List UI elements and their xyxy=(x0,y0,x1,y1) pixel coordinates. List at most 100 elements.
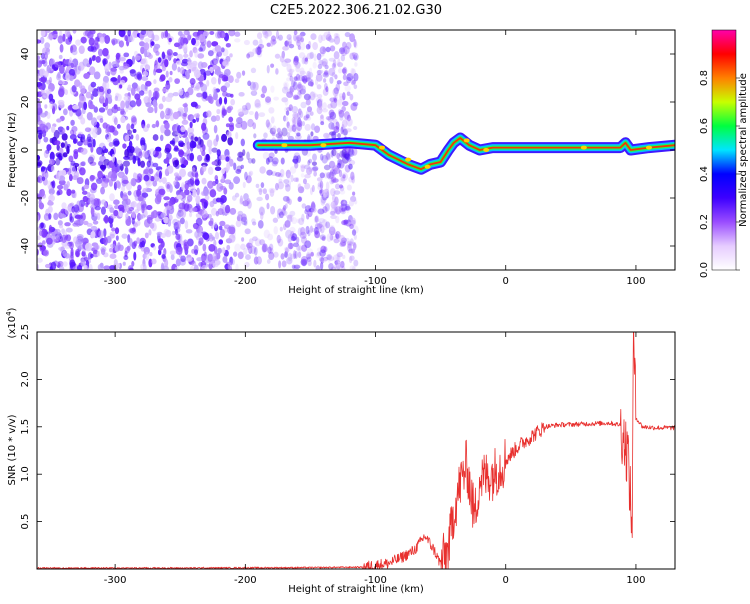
spectrogram-cell xyxy=(178,150,185,156)
spectrogram-cell xyxy=(322,189,328,198)
spectrogram-cell xyxy=(245,254,251,261)
spectrogram-cell xyxy=(339,115,344,121)
spectrogram-cell xyxy=(229,226,236,235)
spectrogram-cell xyxy=(266,169,273,176)
spectrogram-cell xyxy=(111,153,116,163)
spectrogram-cell xyxy=(297,84,302,89)
spectrogram-cell xyxy=(80,161,86,167)
spectrogram-cell xyxy=(327,256,335,262)
spectrogram-cell xyxy=(160,233,167,239)
spectrogram-cell xyxy=(287,135,294,141)
spectrogram-cell xyxy=(348,199,355,207)
spectrogram-cell xyxy=(37,103,42,109)
spectrogram-cell xyxy=(247,200,252,209)
spectrogram-cell xyxy=(235,132,239,140)
spectrogram-cell xyxy=(96,178,103,184)
spectrogram-cell xyxy=(69,259,76,268)
spectrogram-cell xyxy=(295,61,301,69)
spectrogram-cell xyxy=(292,94,299,101)
spectrogram-cell xyxy=(189,143,194,152)
spectrogram-cell xyxy=(284,247,289,254)
spectrogram-cell xyxy=(108,179,113,187)
spectrogram-cell xyxy=(308,67,313,74)
spectrogram-cell xyxy=(91,55,96,62)
spectrogram-cell xyxy=(208,232,213,240)
spectrogram-cell xyxy=(144,64,151,71)
spectrogram-cell xyxy=(336,152,340,160)
spectrogram-cell xyxy=(83,101,88,111)
spectrogram-cell xyxy=(294,76,298,82)
spectrogram-cell xyxy=(109,247,113,253)
spectrogram-cell xyxy=(280,253,285,260)
spectrogram-cell xyxy=(304,77,312,83)
spectrogram-cell xyxy=(346,157,352,162)
spectrogram-cell xyxy=(307,81,314,87)
spectrogram-cell xyxy=(239,198,244,205)
spectrogram-cell xyxy=(133,155,140,161)
spectrogram-cell xyxy=(342,129,349,136)
spectrogram-cell xyxy=(282,81,289,90)
spectrogram-cell xyxy=(277,208,283,216)
spectrogram-cell xyxy=(304,182,311,190)
spectrogram-cell xyxy=(319,189,323,194)
spectrogram-y-tick-label: 20 xyxy=(20,96,31,109)
spectrogram-cell xyxy=(328,263,334,270)
spectrogram-cell xyxy=(293,30,298,36)
spectrogram-cell xyxy=(140,263,146,270)
spectrogram-cell xyxy=(226,131,232,139)
spectrogram-cell xyxy=(346,114,351,122)
spectrogram-cell xyxy=(221,109,228,116)
spectrogram-cell xyxy=(330,176,337,183)
spectrogram-cell xyxy=(59,43,64,53)
spectrogram-cell xyxy=(310,123,316,131)
spectrogram-cell xyxy=(127,37,131,43)
spectrogram-cell xyxy=(266,202,270,210)
spectrogram-cell xyxy=(103,228,107,238)
spectrogram-cell xyxy=(268,107,275,114)
spectrogram-cell xyxy=(164,58,169,68)
spectrogram-x-tick-label: -100 xyxy=(364,276,387,287)
spectrogram-cell xyxy=(178,88,184,96)
spectrogram-cell xyxy=(329,76,334,84)
spectrogram-cell xyxy=(270,205,276,215)
spectrogram-cell xyxy=(292,158,299,163)
spectrogram-cell xyxy=(319,234,326,240)
spectrogram-cell xyxy=(277,238,284,247)
spectrogram-cell xyxy=(155,51,160,56)
spectrogram-cell xyxy=(330,207,337,216)
spectrogram-cell xyxy=(312,153,317,162)
spectrogram-cell xyxy=(248,110,254,116)
spectrogram-cell xyxy=(73,151,79,160)
colorbar-tick-label: 0.8 xyxy=(699,70,710,86)
spectrogram-cell xyxy=(336,162,342,169)
spectrogram-cell xyxy=(191,37,196,46)
spectrogram-cell xyxy=(207,166,214,176)
spectrogram-cell xyxy=(106,108,113,116)
spectrogram-cell xyxy=(300,255,308,265)
spectrogram-cell xyxy=(331,194,336,203)
spectrogram-cell xyxy=(310,33,317,41)
spectrogram-cell xyxy=(213,88,217,96)
spectrogram-cell xyxy=(99,117,104,124)
spectrogram-cell xyxy=(178,140,184,146)
spectrogram-cell xyxy=(177,107,185,112)
spectrogram-cell xyxy=(314,125,321,133)
spectrogram-cell xyxy=(117,74,121,84)
spectrogram-cell xyxy=(336,98,344,107)
spectrogram-cell xyxy=(145,102,152,108)
spectrogram-cell xyxy=(207,180,214,189)
spectrogram-cell xyxy=(197,61,204,70)
spectrogram-cell xyxy=(164,30,169,38)
spectrogram-cell xyxy=(218,97,223,105)
spectrogram-cell xyxy=(305,114,310,119)
spectrogram-cell xyxy=(281,210,288,216)
spectrogram-cell xyxy=(92,220,99,225)
spectrogram-cell xyxy=(264,30,269,40)
spectrogram-cell xyxy=(247,158,253,164)
spectrogram-cell xyxy=(289,166,297,174)
spectrogram-cell xyxy=(289,87,294,95)
spectrogram-cell xyxy=(223,96,228,105)
spectrogram-cell xyxy=(45,79,52,85)
spectrogram-cell xyxy=(283,82,288,91)
spectrogram-cell xyxy=(293,33,297,42)
